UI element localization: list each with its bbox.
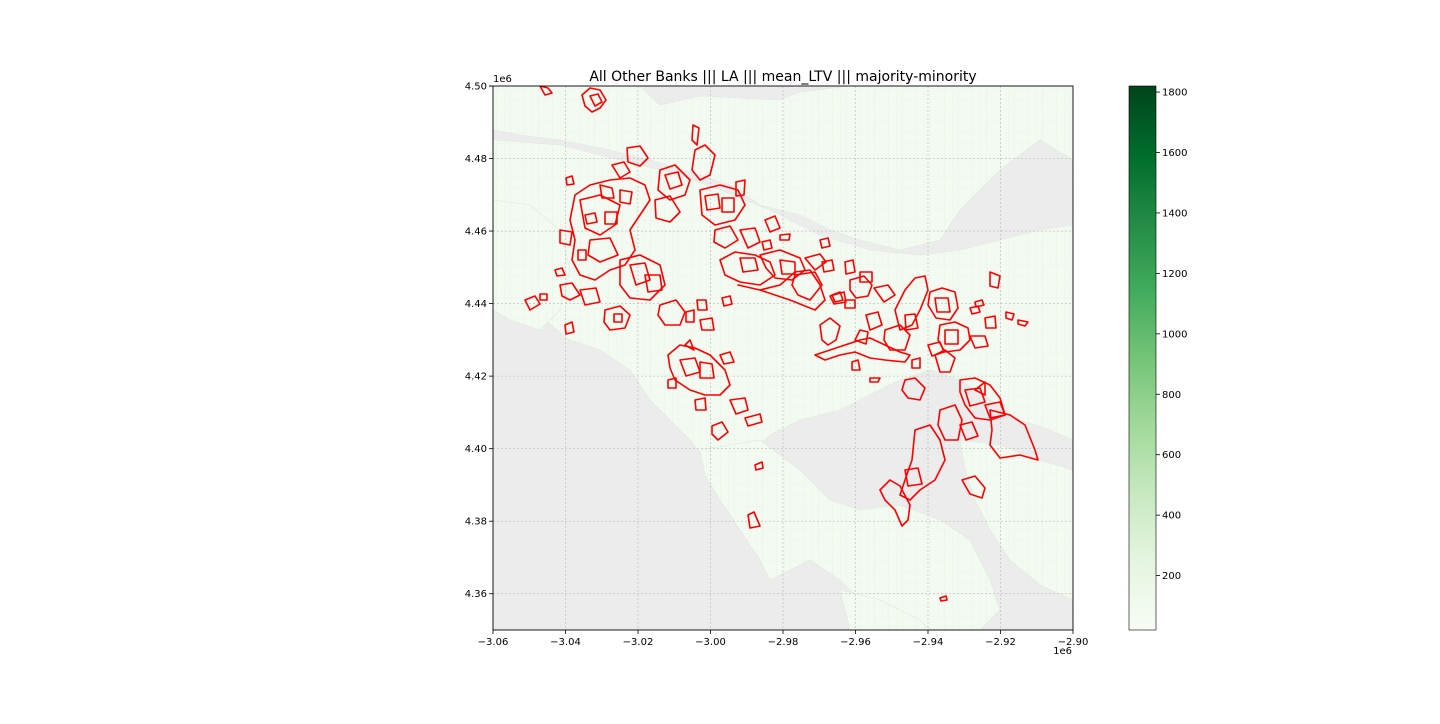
x-tick-label: −2.96 xyxy=(840,637,871,648)
x-axis-ticks: −3.06 −3.04 −3.02 −3.00 −2.98 −2.96 −2.94 −2.92… xyxy=(478,630,1089,648)
x-tick-label: −2.98 xyxy=(768,637,799,648)
colorbar: 200 400 600 800 1000 1200 1400 1600 1800 xyxy=(1128,85,1187,631)
x-tick-label: −2.92 xyxy=(985,637,1016,648)
map-axes: −3.06 −3.04 −3.02 −3.00 −2.98 −2.96 −2.94 −2.92… xyxy=(465,74,1089,657)
y-tick-label: 4.46 xyxy=(465,227,487,238)
colorbar-tick-label: 600 xyxy=(1162,450,1181,461)
y-tick-label: 4.50 xyxy=(465,82,487,93)
y-tick-label: 4.36 xyxy=(465,589,487,600)
colorbar-tick-label: 200 xyxy=(1162,571,1181,582)
colorbar-tick-label: 1800 xyxy=(1162,88,1187,99)
colorbar-tick-label: 1600 xyxy=(1162,148,1187,159)
colorbar-tick-label: 1400 xyxy=(1162,208,1187,219)
y-tick-label: 4.48 xyxy=(465,154,487,165)
highlighted-tracts xyxy=(524,86,1039,602)
colorbar-tick-label: 800 xyxy=(1162,390,1181,401)
x-tick-label: −3.02 xyxy=(623,637,654,648)
colorbar-tick-label: 1000 xyxy=(1162,329,1187,340)
y-offset-label: 1e6 xyxy=(493,74,512,85)
colorbar-ticks: 200 400 600 800 1000 1200 1400 1600 1800 xyxy=(1156,88,1187,582)
x-tick-label: −2.90 xyxy=(1058,637,1089,648)
y-tick-label: 4.44 xyxy=(465,299,487,310)
map-region xyxy=(493,86,1073,630)
x-tick-label: −3.06 xyxy=(478,637,509,648)
y-axis-ticks: 4.36 4.38 4.40 4.42 4.44 4.46 4.48 4.50 xyxy=(465,82,493,600)
x-tick-label: −3.00 xyxy=(695,637,726,648)
y-tick-label: 4.40 xyxy=(465,444,487,455)
colorbar-tick-label: 1200 xyxy=(1162,269,1187,280)
x-tick-label: −3.04 xyxy=(550,637,581,648)
chart-title: All Other Banks ||| LA ||| mean_LTV ||| … xyxy=(589,69,976,85)
colorbar-tick-label: 400 xyxy=(1162,511,1181,522)
y-tick-label: 4.38 xyxy=(465,517,487,528)
y-tick-label: 4.42 xyxy=(465,372,487,383)
colorbar-gradient xyxy=(1128,85,1157,631)
x-tick-label: −2.94 xyxy=(913,637,944,648)
x-offset-label: 1e6 xyxy=(1053,646,1072,657)
